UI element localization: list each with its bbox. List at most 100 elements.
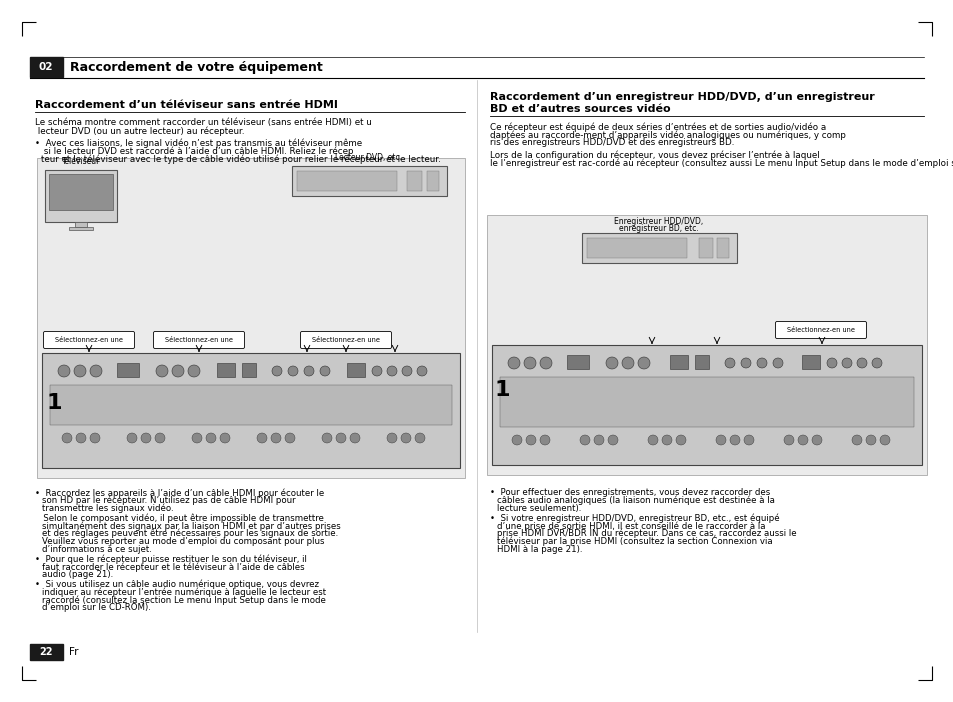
- Circle shape: [272, 366, 282, 376]
- Circle shape: [387, 433, 396, 443]
- Bar: [499, 377, 913, 427]
- Circle shape: [90, 433, 100, 443]
- Circle shape: [288, 366, 297, 376]
- Circle shape: [783, 435, 793, 445]
- Bar: [695, 355, 708, 369]
- Circle shape: [141, 433, 151, 443]
- Circle shape: [579, 435, 589, 445]
- Circle shape: [523, 357, 536, 369]
- Circle shape: [172, 365, 184, 377]
- Text: d’une prise de sortie HDMI, il est conseillé de le raccorder à la: d’une prise de sortie HDMI, il est conse…: [497, 521, 764, 531]
- Text: Ce récepteur est équipé de deux séries d’entrées et de sorties audio/vidéo a: Ce récepteur est équipé de deux séries d…: [490, 122, 825, 131]
- Circle shape: [512, 435, 521, 445]
- Text: Raccordement d’un enregistreur HDD/DVD, d’un enregistreur: Raccordement d’un enregistreur HDD/DVD, …: [490, 92, 874, 102]
- Circle shape: [772, 358, 782, 368]
- Circle shape: [400, 433, 411, 443]
- Bar: [216, 363, 234, 377]
- Circle shape: [335, 433, 346, 443]
- Bar: [30, 644, 63, 660]
- Circle shape: [372, 366, 381, 376]
- Text: et des réglages peuvent être nécessaires pour les signaux de sortie.: et des réglages peuvent être nécessaires…: [42, 529, 338, 538]
- Text: si le lecteur DVD est raccordé à l’aide d’un câble HDMI. Reliez le récep: si le lecteur DVD est raccordé à l’aide …: [41, 146, 354, 156]
- Bar: [45, 170, 117, 222]
- Circle shape: [192, 433, 202, 443]
- Text: lecture seulement).: lecture seulement).: [497, 503, 580, 512]
- Text: Fr: Fr: [69, 647, 78, 657]
- Text: faut raccorder le récepteur et le téléviseur à l’aide de câbles: faut raccorder le récepteur et le télévi…: [42, 562, 304, 571]
- Circle shape: [638, 357, 649, 369]
- Circle shape: [716, 435, 725, 445]
- Text: 1: 1: [47, 393, 63, 413]
- Bar: [699, 238, 712, 258]
- Bar: [49, 174, 112, 210]
- Bar: [581, 233, 737, 263]
- Bar: [669, 355, 687, 369]
- Text: câbles audio analogiques (la liaison numérique est destinée à la: câbles audio analogiques (la liaison num…: [497, 496, 774, 505]
- Bar: [566, 355, 588, 369]
- Circle shape: [811, 435, 821, 445]
- Circle shape: [74, 365, 86, 377]
- FancyBboxPatch shape: [300, 331, 391, 348]
- Text: Sélectionnez-en une: Sélectionnez-en une: [786, 327, 854, 333]
- Circle shape: [256, 433, 267, 443]
- Text: Enregistreur HDD/DVD,: Enregistreur HDD/DVD,: [614, 217, 703, 226]
- Bar: [717, 238, 728, 258]
- Bar: [586, 238, 686, 258]
- Text: Lors de la configuration du récepteur, vous devez préciser l’entrée à laquel: Lors de la configuration du récepteur, v…: [490, 150, 819, 159]
- Circle shape: [856, 358, 866, 368]
- Bar: [486, 215, 926, 475]
- Circle shape: [539, 357, 552, 369]
- Circle shape: [729, 435, 740, 445]
- Circle shape: [322, 433, 332, 443]
- Circle shape: [401, 366, 412, 376]
- Text: simultanément des signaux par la liaison HDMI et par d’autres prises: simultanément des signaux par la liaison…: [42, 521, 340, 531]
- Text: Sélectionnez-en une: Sélectionnez-en une: [55, 337, 123, 343]
- Text: indiquer au récepteur l’entrée numérique à laquelle le lecteur est: indiquer au récepteur l’entrée numérique…: [42, 588, 326, 597]
- Circle shape: [76, 433, 86, 443]
- Text: son HD par le récepteur. N’utilisez pas de câble HDMI pour: son HD par le récepteur. N’utilisez pas …: [42, 496, 295, 505]
- Text: daptées au raccorde-ment d’appareils vidéo analogiques ou numériques, y comp: daptées au raccorde-ment d’appareils vid…: [490, 130, 845, 140]
- Text: d’informations à ce sujet.: d’informations à ce sujet.: [42, 545, 152, 554]
- Circle shape: [156, 365, 168, 377]
- Circle shape: [90, 365, 102, 377]
- Circle shape: [647, 435, 658, 445]
- Circle shape: [415, 433, 424, 443]
- Bar: [292, 166, 447, 196]
- Circle shape: [797, 435, 807, 445]
- Bar: [801, 355, 820, 369]
- Circle shape: [154, 433, 165, 443]
- Text: •  Si votre enregistreur HDD/DVD, enregistreur BD, etc., est équipé: • Si votre enregistreur HDD/DVD, enregis…: [490, 513, 779, 523]
- Text: Veuillez vous reporter au mode d’emploi du composant pour plus: Veuillez vous reporter au mode d’emploi …: [42, 537, 324, 545]
- Bar: [117, 363, 139, 377]
- Text: d’emploi sur le CD-ROM).: d’emploi sur le CD-ROM).: [42, 603, 151, 612]
- FancyBboxPatch shape: [775, 322, 865, 338]
- Text: lecteur DVD (ou un autre lecteur) au récepteur.: lecteur DVD (ou un autre lecteur) au réc…: [35, 126, 244, 135]
- Bar: [50, 385, 452, 425]
- Text: ris des enregistreurs HDD/DVD et des enregistreurs BD.: ris des enregistreurs HDD/DVD et des enr…: [490, 138, 734, 147]
- Circle shape: [62, 433, 71, 443]
- Circle shape: [416, 366, 427, 376]
- Circle shape: [285, 433, 294, 443]
- Circle shape: [676, 435, 685, 445]
- Circle shape: [724, 358, 734, 368]
- Circle shape: [826, 358, 836, 368]
- Bar: [296, 171, 396, 191]
- Circle shape: [661, 435, 671, 445]
- Circle shape: [206, 433, 215, 443]
- Text: raccordé (consultez la section Le menu Input Setup dans le mode: raccordé (consultez la section Le menu I…: [42, 595, 326, 605]
- FancyBboxPatch shape: [153, 331, 244, 348]
- Bar: [30, 57, 63, 77]
- Circle shape: [304, 366, 314, 376]
- Bar: [407, 171, 421, 191]
- Circle shape: [851, 435, 862, 445]
- Text: Le schéma montre comment raccorder un téléviseur (sans entrée HDMI) et u: Le schéma montre comment raccorder un té…: [35, 118, 372, 127]
- Text: •  Si vous utilisez un câble audio numérique optique, vous devrez: • Si vous utilisez un câble audio numéri…: [35, 580, 318, 589]
- Circle shape: [525, 435, 536, 445]
- Text: prise HDMI DVR/BDR IN du récepteur. Dans ce cas, raccordez aussi le: prise HDMI DVR/BDR IN du récepteur. Dans…: [497, 529, 796, 538]
- Circle shape: [188, 365, 200, 377]
- Text: HDMI à la page 21).: HDMI à la page 21).: [497, 545, 582, 554]
- Text: •  Pour effectuer des enregistrements, vous devez raccorder des: • Pour effectuer des enregistrements, vo…: [490, 488, 769, 497]
- Circle shape: [319, 366, 330, 376]
- Text: Raccordement d’un téléviseur sans entrée HDMI: Raccordement d’un téléviseur sans entrée…: [35, 100, 337, 110]
- Circle shape: [879, 435, 889, 445]
